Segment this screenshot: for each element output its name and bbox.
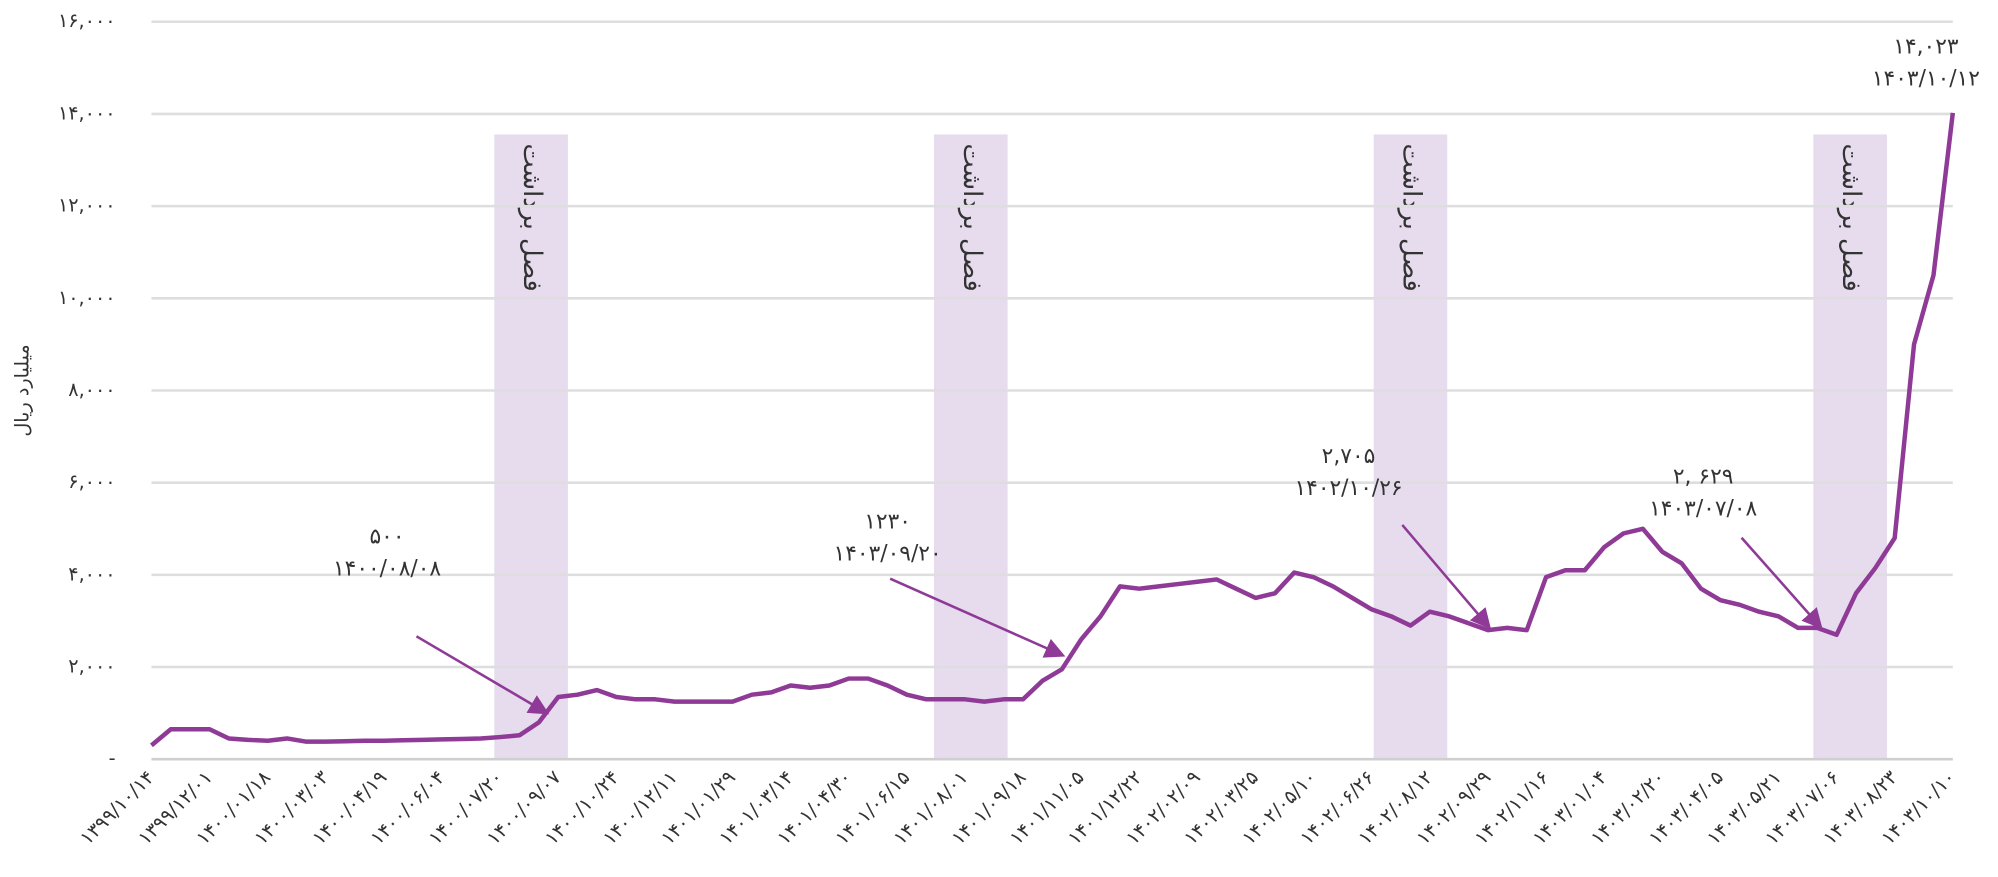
annotation-text: ۱۴۰۳/۰۷/۰۸	[1649, 497, 1757, 522]
y-tick-label: ۱۰,۰۰۰	[58, 286, 116, 309]
harvest-band	[1813, 134, 1887, 760]
band-label: فصل برداشت	[517, 144, 547, 292]
band-label: فصل برداشت	[957, 144, 987, 292]
y-tick-label: ۲,۰۰۰	[68, 655, 115, 678]
annotation-text: ۱۴۰۳/۱۰/۱۲	[1872, 66, 1980, 91]
annotation-text: ۵۰۰	[369, 525, 404, 550]
y-tick-label: ۴,۰۰۰	[68, 562, 115, 585]
band-label: فصل برداشت	[1396, 144, 1426, 292]
annotation-text: ۱۴۰۰/۰۸/۰۸	[333, 557, 441, 582]
y-tick-label: -	[109, 747, 116, 770]
y-tick-label: ۸,۰۰۰	[68, 378, 115, 401]
data-line	[150, 112, 1956, 748]
y-axis-title: میلیارد ریال	[11, 344, 34, 436]
harvest-band	[1373, 134, 1448, 760]
band-label: فصل برداشت	[1836, 144, 1866, 292]
annotation-arrow	[1401, 524, 1492, 630]
annotation-text: ۱۲۳۰	[864, 509, 911, 534]
annotation-text: ۲, ۶۲۹	[1673, 465, 1734, 490]
harvest-band	[933, 134, 1008, 760]
annotation-text: ۱۴,۰۲۳	[1893, 34, 1959, 59]
annotation-text: ۲,۷۰۵	[1322, 444, 1376, 469]
y-tick-label: ۱۲,۰۰۰	[58, 194, 116, 217]
y-tick-label: ۱۶,۰۰۰	[58, 9, 116, 32]
grid	[151, 20, 1953, 761]
annotation-text: ۱۴۰۲/۱۰/۲۶	[1294, 476, 1402, 501]
harvest-band	[494, 134, 568, 760]
bands: فصل برداشت فصل برداشت فصل برداشت فصل برداشت	[494, 134, 1887, 760]
y-tick-label: ۱۴,۰۰۰	[58, 101, 116, 124]
y-tick-label: ۶,۰۰۰	[68, 470, 115, 493]
annotation-arrow	[889, 577, 1066, 658]
annotation-text: ۱۴۰۳/۰۹/۲۰	[834, 541, 942, 566]
annotation-arrow	[415, 635, 550, 715]
annotation-arrow	[1740, 536, 1823, 630]
